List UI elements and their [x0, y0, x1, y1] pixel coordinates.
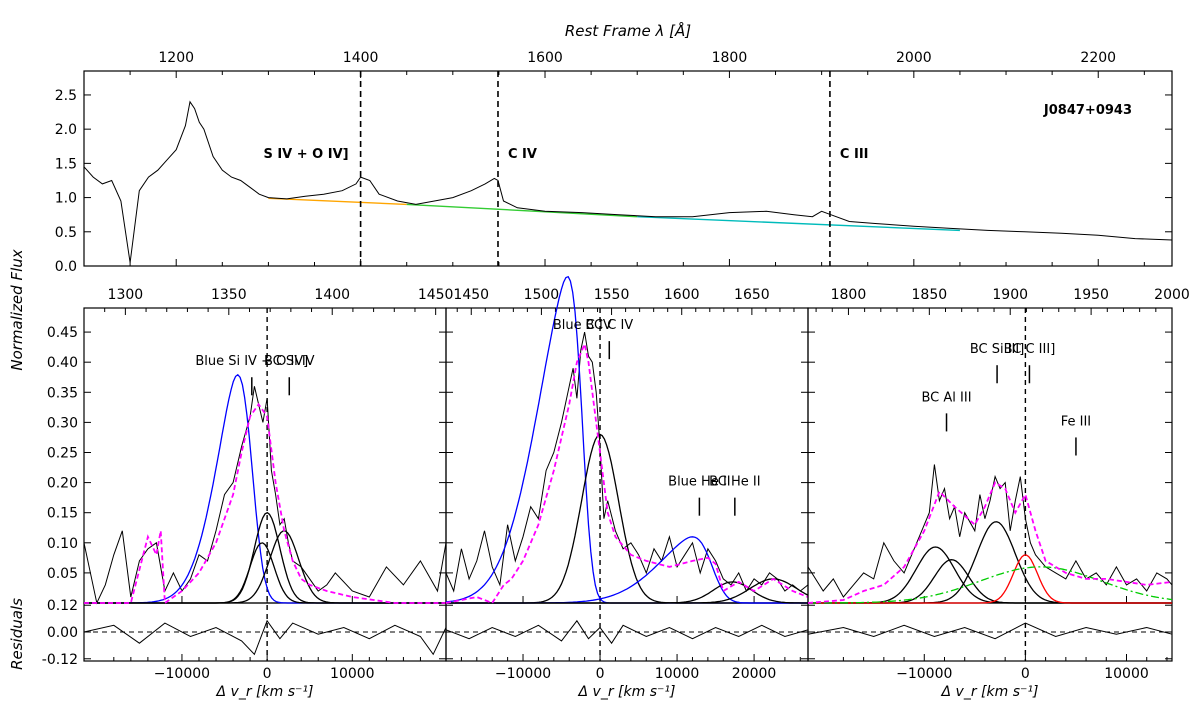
- top-axis-title: Rest Frame λ [Å]: [565, 21, 691, 40]
- fit-component: [446, 433, 808, 604]
- velocity-tick-label: −10000: [495, 666, 551, 682]
- resid-tick-label: 0.12: [47, 598, 78, 614]
- fit-component: [808, 546, 1172, 604]
- continuum-segment: [637, 216, 960, 232]
- top-panel-y-tick-label: 0.5: [55, 225, 77, 241]
- velocity-tick-label: −10000: [896, 666, 952, 682]
- observed-spectrum: [83, 386, 447, 605]
- residual-line: [83, 619, 447, 656]
- flux-tick-label: 0.25: [47, 445, 78, 461]
- lambda-tick-label: 1850: [912, 287, 948, 303]
- velocity-tick-label: 10000: [330, 666, 375, 682]
- flux-tick-label: 0.10: [47, 536, 78, 552]
- y-axis-label: Normalized Flux: [8, 249, 26, 370]
- velocity-axis-label: Δ v_r [km s⁻¹]: [578, 684, 676, 700]
- line-annotation: Blue He II: [668, 475, 730, 490]
- continuum-segment: [406, 203, 638, 218]
- observed-spectrum: [445, 331, 809, 593]
- observed-spectrum: [807, 464, 1173, 598]
- top-panel-x-tick-label: 1400: [343, 50, 379, 66]
- velocity-tick-label: 0: [1021, 666, 1030, 682]
- line-annotation: BC Si IV: [264, 354, 315, 369]
- line-annotation: BC He II: [709, 475, 760, 490]
- continuum-segment: [268, 197, 407, 206]
- top-panel-y-tick-label: 2.5: [55, 88, 77, 104]
- top-panel-x-tick-label: 2200: [1080, 50, 1116, 66]
- residual-line: [807, 622, 1173, 640]
- fit-component: [808, 554, 1172, 604]
- total-model-line: [807, 481, 1173, 604]
- top-panel-x-tick-label: 1200: [158, 50, 194, 66]
- velocity-tick-label: 0: [596, 666, 605, 682]
- fit-component: [446, 578, 809, 604]
- flux-tick-label: 0.20: [47, 476, 78, 492]
- panel-frame-Si IV: [83, 307, 447, 604]
- flux-tick-label: 0.45: [47, 325, 78, 341]
- lambda-tick-label: 2000: [1154, 287, 1190, 303]
- lambda-tick-label: 1450: [418, 287, 454, 303]
- fit-component: [84, 511, 446, 604]
- lambda-tick-label: 1450: [453, 287, 489, 303]
- residuals-axis-label: Residuals: [8, 598, 26, 670]
- flux-tick-label: 0.05: [47, 566, 78, 582]
- total-model-line: [445, 341, 809, 605]
- lambda-tick-label: 1550: [594, 287, 630, 303]
- velocity-tick-label: −10000: [154, 666, 210, 682]
- flux-tick-label: 0.15: [47, 506, 78, 522]
- top-panel-y-tick-label: 1.5: [55, 156, 77, 172]
- lambda-tick-label: 1350: [211, 287, 247, 303]
- line-marker-label: S IV + O IV]: [263, 147, 348, 162]
- lambda-tick-label: 1400: [314, 287, 350, 303]
- line-annotation: Blue Si IV + O IV]: [195, 354, 308, 369]
- top-panel-y-tick-label: 2.0: [55, 122, 77, 138]
- velocity-axis-label: Δ v_r [km s⁻¹]: [941, 684, 1039, 700]
- object-name: J0847+0943: [1043, 103, 1132, 118]
- lambda-tick-label: 1300: [108, 287, 144, 303]
- top-panel-x-tick-label: 2000: [896, 50, 932, 66]
- line-annotation: BC Si III]: [970, 342, 1024, 357]
- lambda-tick-label: 1600: [664, 287, 700, 303]
- line-marker-label: C IV: [508, 147, 537, 162]
- velocity-tick-label: 10000: [1104, 666, 1149, 682]
- lambda-tick-label: 1500: [524, 287, 560, 303]
- fit-component: [84, 542, 446, 604]
- residual-line: [445, 619, 809, 645]
- lambda-tick-label: 1950: [1073, 287, 1109, 303]
- flux-tick-label: 0.30: [47, 415, 78, 431]
- top-spectrum-line: [83, 100, 1173, 263]
- line-annotation: BC C IV: [585, 318, 633, 333]
- lambda-tick-label: 1900: [992, 287, 1028, 303]
- velocity-axis-label: Δ v_r [km s⁻¹]: [216, 684, 314, 700]
- velocity-tick-label: 20000: [732, 666, 777, 682]
- fit-component: [808, 566, 1173, 604]
- line-annotation: Blue C IV: [553, 318, 612, 333]
- top-panel-x-tick-label: 1800: [712, 50, 748, 66]
- line-annotation: BC C III]: [1004, 342, 1056, 357]
- velocity-tick-label: 0: [263, 666, 272, 682]
- top-panel-y-tick-label: 0.0: [55, 259, 77, 275]
- resid-tick-label: 0.00: [47, 625, 78, 641]
- flux-tick-label: 0.35: [47, 385, 78, 401]
- line-annotation: Fe III: [1061, 414, 1091, 429]
- lambda-tick-label: 1650: [734, 287, 770, 303]
- velocity-tick-label: 10000: [655, 666, 700, 682]
- top-panel-x-tick-label: 1600: [527, 50, 563, 66]
- flux-tick-label: 0.40: [47, 355, 78, 371]
- lambda-tick-label: 1800: [831, 287, 867, 303]
- line-annotation: BC Al III: [921, 390, 971, 405]
- total-model-line: [84, 402, 446, 605]
- top-panel-frame: [83, 70, 1173, 267]
- line-marker-label: C III: [840, 147, 869, 162]
- resid-tick-label: -0.12: [42, 652, 78, 668]
- top-panel-y-tick-label: 1.0: [55, 191, 77, 207]
